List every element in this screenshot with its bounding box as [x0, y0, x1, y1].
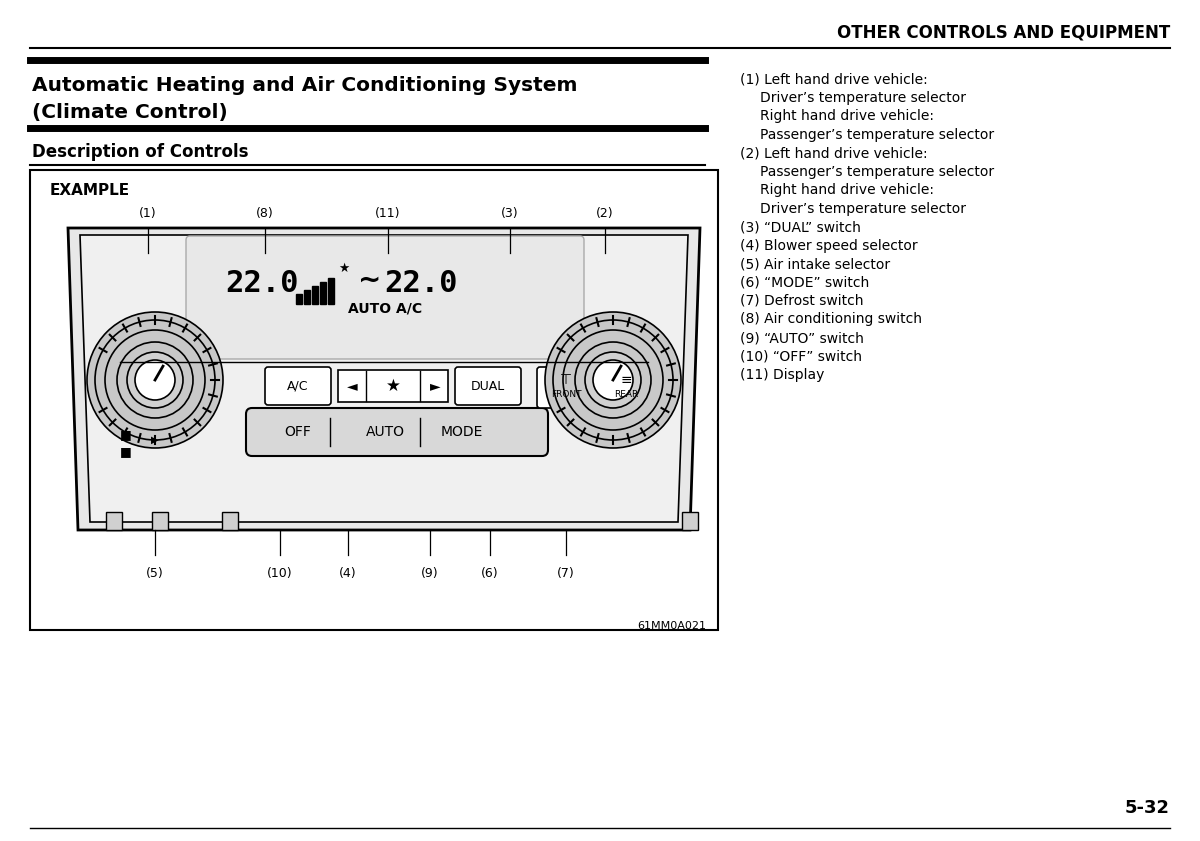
Text: (5) Air intake selector: (5) Air intake selector: [740, 257, 890, 271]
Text: Driver’s temperature selector: Driver’s temperature selector: [760, 91, 966, 104]
Text: Description of Controls: Description of Controls: [32, 143, 248, 161]
Text: Automatic Heating and Air Conditioning System: Automatic Heating and Air Conditioning S…: [32, 76, 577, 94]
Text: ◄: ◄: [347, 379, 358, 393]
Circle shape: [134, 360, 175, 400]
Text: (5): (5): [146, 567, 164, 580]
FancyBboxPatch shape: [265, 367, 331, 405]
Text: DUAL: DUAL: [470, 379, 505, 393]
Text: ≡: ≡: [620, 373, 632, 387]
Text: (10) “OFF” switch: (10) “OFF” switch: [740, 350, 862, 363]
Polygon shape: [68, 228, 700, 530]
FancyBboxPatch shape: [598, 367, 655, 408]
Circle shape: [593, 360, 634, 400]
Text: (6): (6): [481, 567, 499, 580]
Text: 61MM0A021: 61MM0A021: [637, 621, 706, 631]
Bar: [296, 294, 302, 304]
Bar: [222, 512, 238, 530]
Text: (2) Left hand drive vehicle:: (2) Left hand drive vehicle:: [740, 146, 928, 160]
Text: OTHER CONTROLS AND EQUIPMENT: OTHER CONTROLS AND EQUIPMENT: [836, 23, 1170, 41]
Text: (4) Blower speed selector: (4) Blower speed selector: [740, 239, 918, 252]
Text: (1) Left hand drive vehicle:: (1) Left hand drive vehicle:: [740, 72, 928, 86]
Text: (2): (2): [596, 207, 614, 220]
Text: Passenger’s temperature selector: Passenger’s temperature selector: [760, 128, 994, 141]
Text: ■: ■: [120, 429, 132, 442]
Bar: [312, 286, 318, 304]
Text: (11) Display: (11) Display: [740, 368, 824, 382]
Text: OFF: OFF: [284, 425, 312, 439]
Bar: [682, 512, 698, 530]
Bar: [304, 290, 310, 304]
Text: (1): (1): [139, 207, 157, 220]
Circle shape: [586, 352, 641, 408]
FancyBboxPatch shape: [455, 367, 521, 405]
FancyBboxPatch shape: [538, 367, 595, 408]
Text: ►: ►: [430, 379, 440, 393]
Text: ⊤: ⊤: [560, 373, 572, 387]
Text: Passenger’s temperature selector: Passenger’s temperature selector: [760, 165, 994, 178]
Text: FRONT: FRONT: [551, 389, 581, 399]
Bar: [152, 512, 168, 530]
Text: Driver’s temperature selector: Driver’s temperature selector: [760, 202, 966, 215]
Bar: [320, 282, 326, 304]
Text: 22.0: 22.0: [226, 268, 299, 298]
Text: ■: ■: [120, 446, 132, 458]
Text: Right hand drive vehicle:: Right hand drive vehicle:: [760, 183, 934, 197]
Bar: [106, 512, 122, 530]
Text: ∼: ∼: [358, 266, 382, 294]
Text: (9): (9): [421, 567, 439, 580]
Text: (8): (8): [256, 207, 274, 220]
Text: ★: ★: [385, 377, 401, 395]
Text: EXAMPLE: EXAMPLE: [50, 182, 130, 198]
Text: A/C: A/C: [287, 379, 308, 393]
Text: (9) “AUTO” switch: (9) “AUTO” switch: [740, 331, 864, 345]
Text: 22.0: 22.0: [384, 268, 457, 298]
Circle shape: [545, 312, 682, 448]
Circle shape: [127, 352, 182, 408]
Text: (Climate Control): (Climate Control): [32, 103, 228, 121]
Text: (3) “DUAL” switch: (3) “DUAL” switch: [740, 220, 860, 234]
Text: ★: ★: [338, 262, 349, 274]
Bar: [328, 278, 334, 304]
Text: (6) “MODE” switch: (6) “MODE” switch: [740, 276, 869, 289]
Bar: [30, 170, 718, 630]
Text: (7) Defrost switch: (7) Defrost switch: [740, 294, 864, 308]
FancyBboxPatch shape: [246, 408, 548, 456]
Text: 5-32: 5-32: [1126, 799, 1170, 817]
Text: (10): (10): [268, 567, 293, 580]
Text: AUTO A/C: AUTO A/C: [348, 301, 422, 315]
FancyBboxPatch shape: [186, 236, 584, 359]
Text: REAR: REAR: [614, 389, 638, 399]
Text: Right hand drive vehicle:: Right hand drive vehicle:: [760, 109, 934, 123]
Text: MODE: MODE: [440, 425, 484, 439]
Text: (7): (7): [557, 567, 575, 580]
Polygon shape: [80, 235, 688, 522]
Text: (8) Air conditioning switch: (8) Air conditioning switch: [740, 313, 922, 326]
Text: (4): (4): [340, 567, 356, 580]
Text: (3): (3): [502, 207, 518, 220]
Text: AUTO: AUTO: [366, 425, 404, 439]
Bar: [338, 370, 448, 402]
Text: ▶: ▶: [151, 435, 158, 445]
Circle shape: [88, 312, 223, 448]
Text: (11): (11): [376, 207, 401, 220]
